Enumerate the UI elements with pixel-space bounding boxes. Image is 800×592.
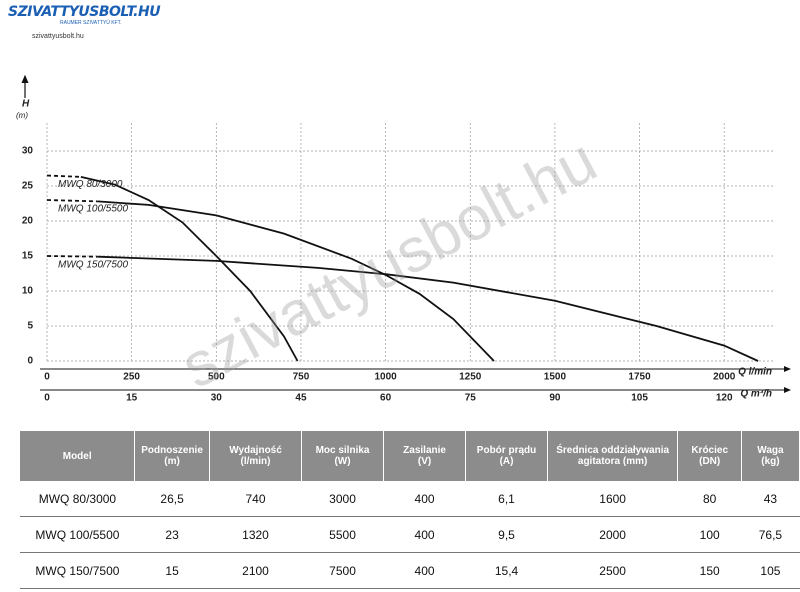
- x2-tick-label: 105: [631, 393, 648, 404]
- x-tick-label: 750: [293, 372, 310, 383]
- table-row: MWQ 150/7500 15 2100 7500 400 15,4 2500 150 105: [20, 552, 800, 589]
- table-cell: 1320: [209, 516, 302, 553]
- x-tick-label: 0: [44, 372, 50, 383]
- table-cell: 2500: [547, 552, 678, 589]
- column-header: Model: [20, 431, 136, 481]
- y-tick-label: 10: [22, 286, 34, 297]
- table-cell: 2100: [209, 552, 302, 589]
- curve: [97, 200, 495, 362]
- table-cell: 740: [209, 481, 302, 517]
- y-tick-label: 25: [22, 181, 34, 192]
- x2-tick-label: 30: [211, 393, 223, 404]
- curve-dashed: [46, 255, 98, 258]
- table-cell: 6,1: [465, 481, 548, 517]
- url: szivattyusbolt.hu: [32, 33, 84, 40]
- y-tick-label: 20: [22, 216, 34, 227]
- x-tick-label: 500: [208, 372, 225, 383]
- table-row: MWQ 80/3000 26,5 740 3000 400 6,1 1600 80 43: [20, 481, 800, 517]
- curve: [97, 255, 759, 362]
- y-unit: (m): [16, 111, 28, 120]
- table-cell: 26,5: [134, 481, 210, 517]
- table-cell: 15: [134, 552, 210, 589]
- x2-tick-label: 120: [716, 393, 733, 404]
- table-cell: 400: [383, 481, 466, 517]
- y-tick-label: 15: [22, 251, 34, 262]
- y-tick-label: 5: [27, 321, 33, 332]
- y-tick-label: 0: [27, 356, 33, 367]
- table-cell: 15,4: [465, 552, 548, 589]
- logo-subtitle: RAUMER SZIVATTYÚ KFT.: [60, 20, 122, 26]
- table-row: MWQ 100/5500 23 1320 5500 400 9,5 2000 100 76,5: [20, 516, 800, 553]
- column-header: Moc silnika (W): [301, 431, 384, 481]
- table-cell: 150: [677, 552, 742, 589]
- column-header: Podnoszenie (m): [134, 431, 210, 481]
- table-cell: MWQ 150/7500: [20, 552, 135, 589]
- series-label: MWQ 100/5500: [58, 204, 128, 215]
- column-header: Pobór prądu (A): [465, 431, 548, 481]
- table-cell: 43: [741, 481, 800, 517]
- table-cell: MWQ 80/3000: [20, 481, 135, 517]
- x2-tick-label: 0: [44, 393, 50, 404]
- series-label: MWQ 150/7500: [58, 260, 128, 271]
- table-cell: 400: [383, 516, 466, 553]
- table-cell: 80: [677, 481, 742, 517]
- logo: SZIVATTYUSBOLT.HU: [8, 4, 161, 20]
- x2-tick-label: 75: [465, 393, 477, 404]
- spec-table: Model Podnoszenie (m) Wydajność (l/min) Moc…: [20, 431, 800, 589]
- column-header: Króciec (DN): [677, 431, 742, 481]
- table-cell: 5500: [301, 516, 384, 553]
- x-tick-label: 1500: [544, 372, 567, 383]
- column-header: Średnica oddziaływania agitatora (mm): [547, 431, 679, 481]
- x-label: Q l/min: [738, 367, 772, 378]
- column-header: Waga (kg): [741, 431, 800, 481]
- table-cell: 3000: [301, 481, 384, 517]
- y-label: H: [22, 99, 30, 110]
- y-tick-label: 30: [22, 146, 34, 157]
- table-cell: 76,5: [741, 516, 800, 553]
- x2-tick-label: 90: [549, 393, 561, 404]
- x2-label: Q m³/h: [740, 389, 772, 400]
- x2-tick-label: 15: [126, 393, 138, 404]
- table-cell: 7500: [301, 552, 384, 589]
- x-tick-label: 1750: [628, 372, 651, 383]
- x-tick-label: 1000: [374, 372, 397, 383]
- chart: H (m) Q l/min Q m³/h 0 5 10 15 20 25 30 0 250 500…: [16, 74, 791, 404]
- table-cell: 9,5: [465, 516, 548, 553]
- table-cell: 105: [741, 552, 800, 589]
- table-cell: MWQ 100/5500: [20, 516, 135, 553]
- table-cell: 23: [134, 516, 210, 553]
- x-tick-label: 2000: [713, 372, 736, 383]
- table-cell: 1600: [547, 481, 678, 517]
- curve: [80, 176, 299, 362]
- table-cell: 400: [383, 552, 466, 589]
- x-tick-label: 1250: [459, 372, 482, 383]
- x2-tick-label: 45: [295, 393, 307, 404]
- table-cell: 2000: [547, 516, 678, 553]
- x2-tick-label: 60: [380, 393, 392, 404]
- x-tick-label: 250: [123, 372, 140, 383]
- table-cell: 100: [677, 516, 742, 553]
- column-header: Wydajność (l/min): [209, 431, 303, 481]
- curve-dashed: [46, 199, 98, 203]
- column-header: Zasilanie (V): [383, 431, 467, 481]
- series-label: MWQ 80/3000: [58, 179, 123, 190]
- curve-dashed: [46, 174, 81, 178]
